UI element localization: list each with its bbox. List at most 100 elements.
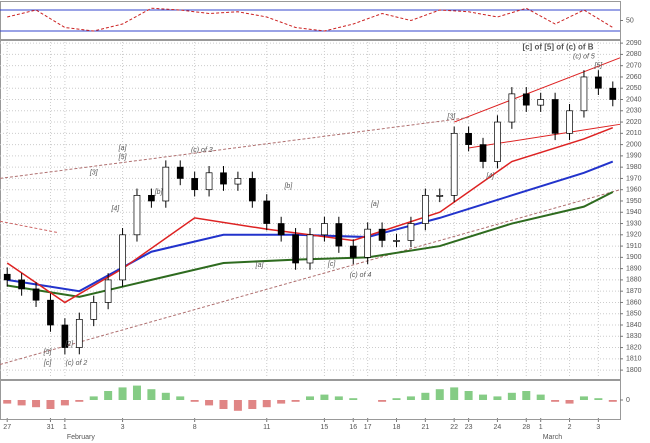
y-tick-label: 2090 [626,40,642,47]
wave-label: [5] [118,154,128,161]
wave-label: [3] [89,170,99,177]
histogram-bar [60,400,69,406]
histogram-bar [233,400,242,411]
histogram-bar [132,385,141,400]
candle-body [248,178,256,202]
histogram-bar [392,398,401,400]
x-tick-label: 31 [47,424,55,431]
x-tick-label: 11 [263,424,270,431]
candle-body [104,279,112,303]
histogram-bar [89,396,98,400]
histogram-bar [248,400,257,409]
wave-label: [b] [154,189,164,196]
y-tick-label: 2060 [626,74,642,81]
x-tick-label: 3 [596,424,600,431]
wave-label: (c) of 2 [66,360,88,367]
x-tick-label: 15 [321,424,329,431]
x-tick-label: 16 [349,424,357,431]
month-label: March [543,434,563,441]
candle-body [566,110,573,134]
wave-label: [c] of [5] of (c) of B [522,43,593,52]
y-tick-label: 2000 [626,141,642,148]
histogram-bar [334,396,343,400]
candle-body [321,223,328,236]
histogram-bar [493,396,502,400]
candle-body [522,93,530,106]
candle-body [465,132,472,145]
wave-label: (c) of 4 [350,272,372,279]
candle-body [349,245,357,258]
x-tick-label: 17 [364,424,372,431]
histogram-bar [464,391,473,400]
y-tick-label: 2010 [626,130,642,137]
candle-body [133,194,141,236]
wave-label: [3] [446,113,456,120]
candle-body [580,76,588,112]
candle-body [176,166,184,179]
histogram-bar [176,396,185,400]
x-tick-label: 2 [568,424,572,431]
y-tick-label: 1820 [626,344,642,351]
histogram-bar [421,392,430,400]
wave-label: [a] [118,145,128,152]
candle-body [335,223,343,247]
histogram-bar [118,387,127,400]
candle-body [609,87,617,100]
candle-body [75,319,83,348]
candle-body [407,223,415,241]
candle-body [277,223,285,236]
wave-label: [b] [283,183,293,190]
candle-body [205,172,213,191]
x-tick-label: 23 [465,424,473,431]
y-tick-label: 1870 [626,288,642,295]
y-tick-label: 2070 [626,63,642,70]
candle-body [191,178,199,191]
candle-body [494,121,501,162]
y-tick-label: 1890 [626,265,642,272]
candle-body [436,194,444,197]
histogram-bar [608,400,617,402]
y-tick-label: 1860 [626,299,642,306]
moving-average [7,191,614,298]
trendline [0,189,621,365]
x-tick-label: 18 [393,424,401,431]
wave-label: [5] [43,349,53,356]
histogram-bar [291,400,300,402]
histogram-bar [522,391,531,400]
y-tick-label: 1840 [626,322,642,329]
candle-body [551,99,559,134]
candle-body [90,302,98,320]
wave-label: [5] [593,63,603,70]
wave-label: [c] [327,261,336,268]
y-tick-label: 1800 [626,367,642,374]
x-tick-label: 27 [3,424,11,431]
wave-label: (c) of 3 [191,147,213,154]
histogram-bar [219,400,228,409]
histogram-bar [406,396,415,400]
histogram-bar [75,400,84,402]
candle-body [18,279,25,290]
y-tick-label: 2050 [626,85,642,92]
histogram-bar [277,400,286,404]
candle-body [148,194,155,202]
candle-body [47,299,54,326]
candle-body [364,228,372,258]
candle-body [421,194,429,224]
trendline [0,117,469,179]
y-tick-label: 2080 [626,51,642,58]
trendline [454,57,621,123]
histogram-bar [205,400,214,406]
histogram-bar [536,394,545,400]
wave-label: [4] [110,206,120,213]
x-tick-label: 1 [539,424,543,431]
wave-label: [c] [43,360,52,367]
histogram-bar [17,400,26,406]
y-tick-label: 1910 [626,243,642,250]
wave-label: [a] [255,262,265,269]
y-tick-label: 1970 [626,175,642,182]
oscillator-line [7,7,614,32]
x-tick-label: 28 [522,424,530,431]
candle-body [162,166,170,202]
histogram-bar [46,400,55,409]
